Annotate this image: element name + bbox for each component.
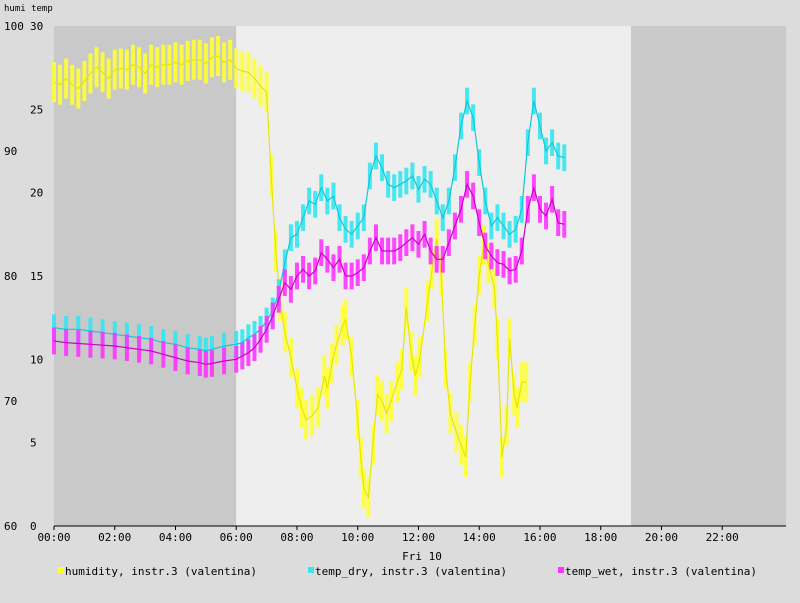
series-0-line: [53, 55, 527, 500]
legend-swatch-0: [58, 567, 64, 573]
axes: humi temp 60 70 80 90 100 0 5 10 15 20 25 30 00:00 02:…: [4, 4, 786, 563]
series-2: [52, 171, 567, 378]
y-right-tick-3: 15: [30, 270, 43, 283]
legend-item-0: humidity, instr.3 (valentina): [58, 565, 257, 578]
y-right-tick-1: 5: [30, 437, 37, 450]
x-tick-8: 16:00: [523, 531, 556, 544]
x-tick-2: 04:00: [159, 531, 192, 544]
plot-background: [54, 26, 786, 526]
series-0-bar-0: [52, 62, 56, 103]
date-label: Fri 10: [402, 550, 442, 563]
series-layer: [52, 36, 567, 518]
series-0-bar-90: [524, 362, 529, 403]
y-right-tick-4: 20: [30, 187, 43, 200]
x-tick-1: 02:00: [98, 531, 131, 544]
y-right-tick-2: 10: [30, 353, 43, 366]
y-right-tick-0: 0: [30, 520, 37, 533]
night-region-evening: [631, 26, 786, 526]
x-tick-7: 14:00: [463, 531, 496, 544]
x-tick-11: 22:00: [706, 531, 739, 544]
x-tick-5: 10:00: [341, 531, 374, 544]
y-left-tick-3: 90: [4, 145, 17, 158]
legend-item-1: temp_dry, instr.3 (valentina): [308, 565, 507, 578]
axis-header-label: humi temp: [4, 4, 53, 14]
x-tick-4: 08:00: [280, 531, 313, 544]
legend-label-1: temp_dry, instr.3 (valentina): [315, 565, 507, 578]
legend-swatch-2: [558, 567, 564, 573]
x-tick-9: 18:00: [584, 531, 617, 544]
night-region-morning: [54, 26, 237, 526]
y-right-tick-5: 25: [30, 103, 43, 116]
y-right-tick-6: 30: [30, 20, 43, 33]
y-left-tick-4: 100: [4, 20, 24, 33]
legend-label-2: temp_wet, instr.3 (valentina): [565, 565, 757, 578]
legend-item-2: temp_wet, instr.3 (valentina): [558, 565, 757, 578]
x-tick-3: 06:00: [220, 531, 253, 544]
y-left-tick-1: 70: [4, 395, 17, 408]
y-left-tick-0: 60: [4, 520, 17, 533]
x-tick-0: 00:00: [37, 531, 70, 544]
series-2-line: [53, 182, 565, 365]
legend-label-0: humidity, instr.3 (valentina): [65, 565, 257, 578]
legend-swatch-1: [308, 567, 314, 573]
series-0: [52, 36, 529, 518]
series-1-line: [53, 98, 565, 352]
y-left-tick-2: 80: [4, 270, 17, 283]
legend: humidity, instr.3 (valentina) temp_dry, i…: [58, 565, 757, 578]
x-tick-10: 20:00: [645, 531, 678, 544]
x-tick-6: 12:00: [402, 531, 435, 544]
